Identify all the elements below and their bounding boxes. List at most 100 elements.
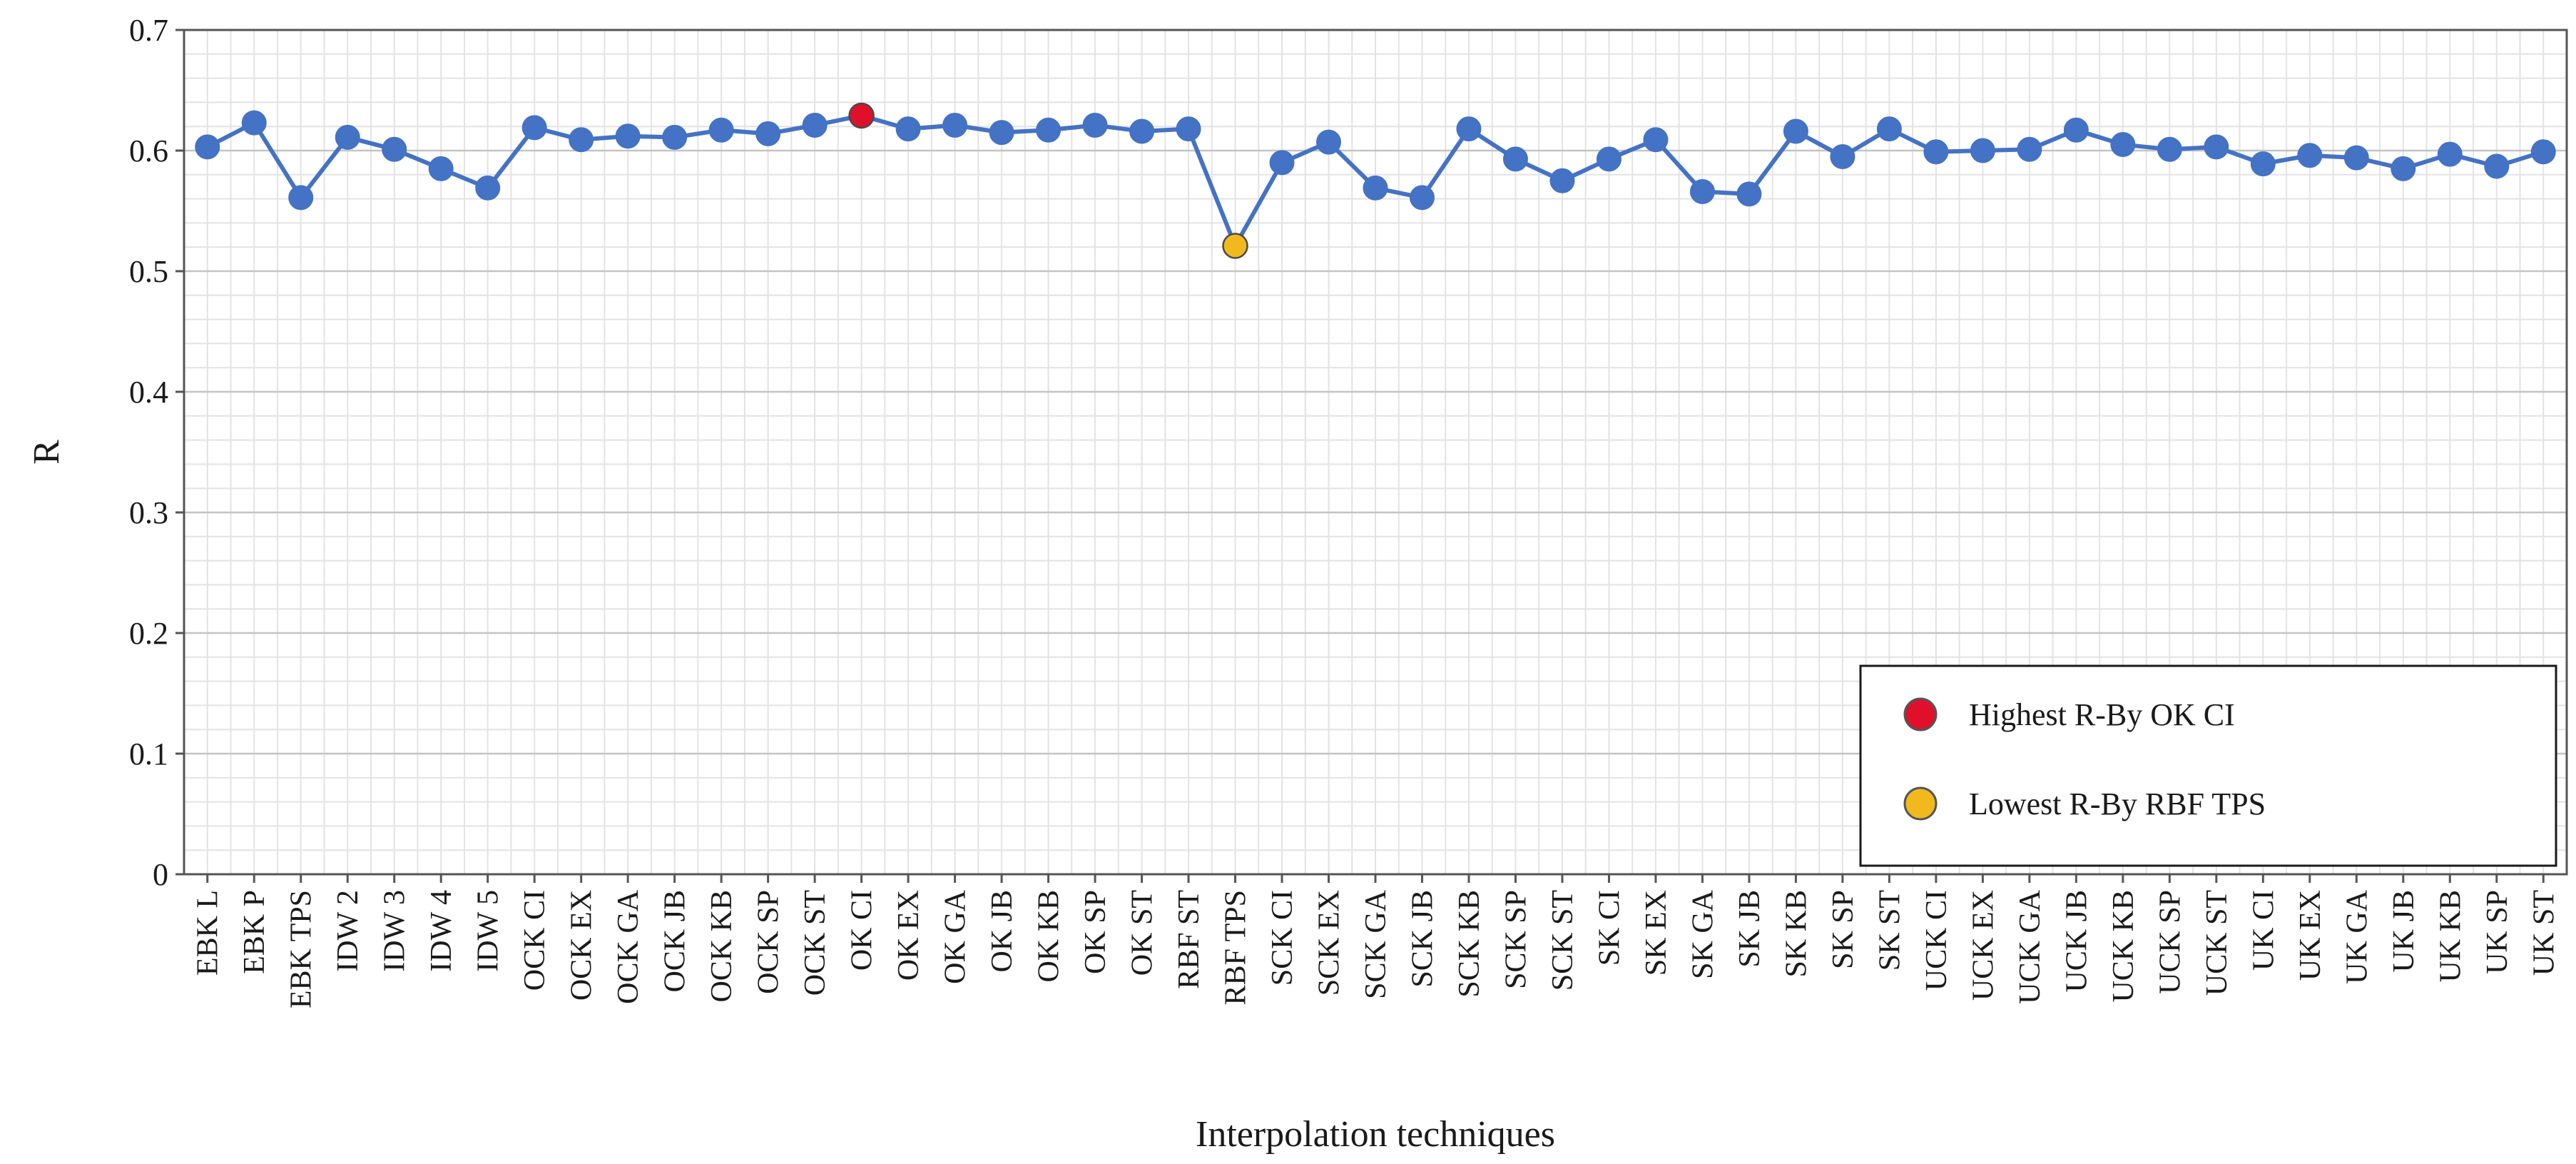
- data-point: [569, 127, 594, 153]
- x-tick-label: SCK CI: [1266, 890, 1299, 986]
- data-point: [2157, 136, 2182, 162]
- x-tick-label: SCK JB: [1406, 890, 1439, 988]
- x-tick-label: UK CI: [2247, 890, 2280, 971]
- x-tick-label: UK KB: [2434, 890, 2467, 983]
- y-tick-label: 0.3: [129, 495, 168, 530]
- y-tick-label: 0.7: [129, 13, 168, 48]
- x-tick-label: SK JB: [1734, 890, 1766, 968]
- x-tick-label: UK ST: [2527, 890, 2560, 976]
- data-point: [2484, 153, 2510, 179]
- data-point: [2530, 139, 2556, 165]
- x-tick-label: EBK L: [192, 890, 225, 976]
- labels-layer: 0 0.1 0.2 0.3 0.4 0.5 0.6 0.7 EBK L EBK P EBK TPS I…: [26, 13, 2560, 1155]
- x-tick-label: UK JB: [2388, 890, 2420, 973]
- y-tick-label: 0.1: [129, 737, 168, 771]
- data-point: [2297, 143, 2323, 168]
- x-tick-label: SK KB: [1780, 890, 1813, 978]
- data-point: [1269, 150, 1295, 176]
- data-point: [895, 116, 921, 142]
- data-point: [1129, 118, 1155, 144]
- data-point: [1502, 146, 1528, 172]
- x-tick-label: UK SP: [2481, 890, 2514, 974]
- data-point: [288, 185, 314, 211]
- x-tick-label: UCK GA: [2014, 889, 2047, 1004]
- x-tick-label: RBF TPS: [1220, 890, 1253, 1006]
- legend-label: Lowest R-By RBF TPS: [1969, 786, 2266, 821]
- x-tick-label: UCK CI: [1920, 890, 1953, 991]
- data-point: [755, 121, 781, 146]
- data-point: [1363, 175, 1388, 201]
- y-tick-label: 0.5: [129, 254, 168, 289]
- data-point: [1876, 116, 1902, 142]
- data-point: [708, 117, 734, 143]
- data-point: [942, 113, 968, 138]
- data-point: [1456, 116, 1482, 142]
- data-point: [1736, 181, 1762, 207]
- grid: [183, 29, 2567, 876]
- series-layer: [195, 102, 2556, 259]
- x-tick-label: IDW 2: [332, 890, 365, 972]
- legend: Highest R-By OK CI Lowest R-By RBF TPS: [1859, 664, 2557, 867]
- legend-box: [1859, 664, 2557, 867]
- x-tick-label: SCK ST: [1547, 890, 1579, 991]
- x-tick-label: IDW 5: [472, 890, 505, 972]
- x-tick-label: OCK ST: [799, 890, 832, 996]
- x-tick-label: SK CI: [1593, 890, 1626, 966]
- x-tick-label: UCK JB: [2060, 890, 2093, 993]
- data-point: [1409, 185, 1435, 211]
- x-tick-label: OK JB: [986, 890, 1019, 973]
- data-point: [241, 110, 267, 136]
- y-tick-label: 0.6: [129, 133, 168, 168]
- data-point: [2063, 117, 2089, 143]
- x-tick-label: OK GA: [940, 889, 972, 983]
- y-tick-label: 0: [153, 857, 168, 892]
- data-point: [2110, 132, 2136, 158]
- data-point: [2017, 136, 2042, 162]
- x-tick-label: OK KB: [1033, 890, 1066, 983]
- x-tick-label: OK EX: [892, 890, 925, 981]
- data-point: [1316, 129, 1342, 155]
- x-tick-label: SCK SP: [1500, 890, 1532, 989]
- highlight-point: [1222, 233, 1248, 259]
- x-tick-label: SK ST: [1873, 890, 1906, 971]
- x-tick-label: UCK EX: [1967, 890, 2000, 1001]
- y-tick-label: 0.2: [129, 616, 168, 651]
- data-point: [1176, 116, 1201, 142]
- x-tick-label: RBF ST: [1173, 890, 1206, 989]
- x-axis-title: Interpolation techniques: [1196, 1114, 1555, 1155]
- data-point: [382, 136, 407, 162]
- x-tick-label: OCK JB: [659, 890, 692, 993]
- data-point: [1082, 113, 1108, 138]
- data-point: [335, 124, 360, 150]
- x-tick-label: EBK P: [238, 890, 271, 974]
- data-point: [1970, 138, 1995, 163]
- y-tick-label: 0.4: [129, 375, 168, 410]
- data-point: [1830, 143, 1855, 169]
- x-tick-label: IDW 4: [425, 890, 458, 972]
- x-tick-label: OCK SP: [753, 890, 785, 994]
- data-point: [802, 113, 828, 138]
- data-point: [521, 115, 547, 141]
- x-tick-label: OCK CI: [519, 890, 551, 991]
- x-tick-label: SCK EX: [1313, 890, 1346, 996]
- data-point: [1783, 118, 1808, 144]
- x-tick-label: OK SP: [1079, 890, 1112, 974]
- x-tick-label: SK EX: [1640, 890, 1673, 976]
- data-point: [2204, 134, 2229, 160]
- x-tick-label: OCK EX: [566, 890, 599, 1001]
- data-point: [2437, 141, 2463, 167]
- x-tick-label: SCK GA: [1360, 889, 1393, 999]
- data-point: [1643, 127, 1669, 153]
- x-tick-label: SK SP: [1827, 890, 1860, 969]
- data-point: [1596, 146, 1622, 172]
- data-point: [2343, 145, 2369, 171]
- data-point: [1549, 168, 1575, 193]
- legend-marker: [1903, 786, 1938, 821]
- x-tick-label: EBK TPS: [285, 890, 318, 1008]
- highlight-point: [848, 102, 875, 129]
- data-point: [2250, 151, 2276, 177]
- x-tick-label: UCK ST: [2201, 890, 2234, 996]
- legend-label: Highest R-By OK CI: [1969, 697, 2235, 732]
